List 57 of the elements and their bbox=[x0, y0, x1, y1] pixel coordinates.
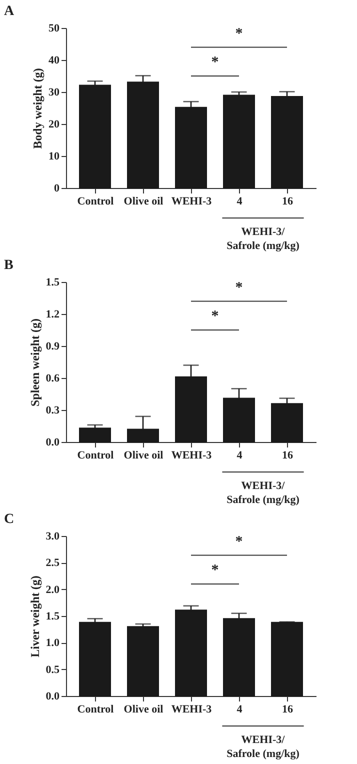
bar bbox=[175, 106, 207, 188]
x-tick-label: 16 bbox=[282, 450, 294, 462]
bar bbox=[271, 622, 303, 696]
x-tick-label: Olive oil bbox=[124, 196, 164, 208]
y-tick-label: 0 bbox=[54, 182, 60, 194]
x-tick-label: WEHI-3 bbox=[171, 450, 212, 462]
y-axis-title: Body weight (g) bbox=[30, 68, 44, 149]
chart-title: B bbox=[4, 258, 14, 273]
annotation: * bbox=[211, 308, 219, 325]
x-tick-label: Control bbox=[77, 704, 114, 716]
x-tick-label: 4 bbox=[236, 704, 243, 716]
x-tick-label: 4 bbox=[236, 196, 243, 208]
x-tick-label: 16 bbox=[282, 704, 294, 716]
y-tick-label: 1.2 bbox=[46, 308, 60, 320]
bar bbox=[271, 403, 303, 442]
y-tick-label: 30 bbox=[48, 86, 60, 98]
bar bbox=[79, 622, 111, 696]
annotation: * bbox=[235, 534, 243, 550]
bar bbox=[271, 96, 303, 188]
y-tick-label: 0.5 bbox=[46, 664, 60, 676]
y-tick-label: 0.9 bbox=[46, 340, 60, 352]
bar bbox=[223, 618, 255, 696]
x-tick-label: Olive oil bbox=[124, 704, 164, 716]
y-tick-label: 0.0 bbox=[46, 690, 60, 702]
chart-title: A bbox=[4, 4, 15, 19]
annotation: * bbox=[211, 562, 219, 579]
y-tick-label: 2.5 bbox=[46, 557, 60, 570]
y-tick-label: 3.0 bbox=[46, 530, 60, 542]
x-tick-label: Control bbox=[77, 196, 114, 208]
y-tick-label: 50 bbox=[48, 22, 60, 34]
x-tick-label: 4 bbox=[236, 450, 243, 462]
y-tick-label: 40 bbox=[48, 54, 60, 66]
bar bbox=[79, 84, 111, 188]
y-tick-label: 2.0 bbox=[46, 584, 60, 596]
annotation: * bbox=[235, 26, 243, 42]
y-tick-label: 1.5 bbox=[46, 276, 60, 288]
y-axis-title: Spleen weight (g) bbox=[28, 318, 42, 406]
x-tick-label: Control bbox=[77, 450, 114, 462]
text: WEHI-3/ Safrole (mg/kg) bbox=[226, 480, 300, 506]
text: WEHI-3/ Safrole (mg/kg) bbox=[226, 226, 300, 252]
y-tick-label: 0.3 bbox=[46, 404, 60, 416]
bar bbox=[175, 610, 207, 696]
y-tick-label: 0.6 bbox=[46, 372, 60, 384]
y-tick-label: 1.5 bbox=[46, 610, 60, 622]
chart-title: C bbox=[4, 512, 14, 527]
text: WEHI-3/ Safrole (mg/kg) bbox=[226, 734, 300, 760]
y-tick-label: 20 bbox=[48, 118, 60, 130]
y-tick-label: 10 bbox=[48, 150, 60, 162]
x-tick-label: 16 bbox=[282, 196, 294, 208]
x-tick-label: WEHI-3 bbox=[171, 704, 212, 716]
y-tick-label: 0.0 bbox=[46, 436, 60, 448]
y-axis-title: Liver weight (g) bbox=[28, 576, 42, 658]
annotation: * bbox=[235, 280, 243, 296]
annotation: * bbox=[211, 54, 219, 71]
x-tick-label: Olive oil bbox=[124, 450, 164, 462]
x-tick-label: WEHI-3 bbox=[171, 196, 212, 208]
y-tick-label: 1.0 bbox=[46, 637, 60, 650]
